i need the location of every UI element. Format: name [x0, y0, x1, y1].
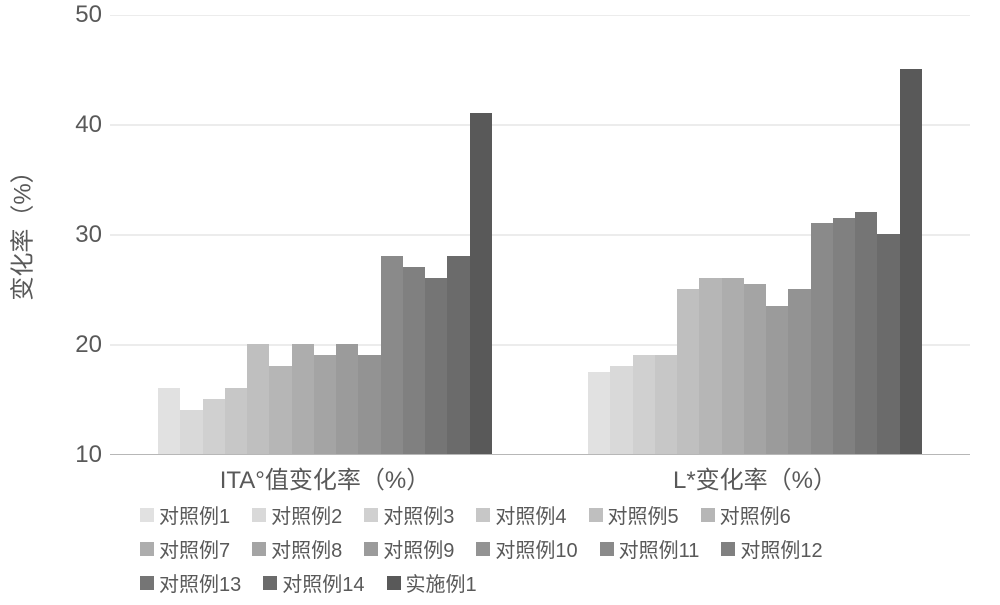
legend-item: 对照例4: [476, 500, 566, 529]
legend-swatch: [140, 508, 154, 522]
legend-item: 对照例13: [140, 568, 241, 597]
legend-item: 对照例7: [140, 534, 230, 563]
legend-label: 对照例5: [608, 500, 679, 529]
legend-swatch: [476, 542, 490, 556]
legend-swatch: [387, 576, 401, 590]
legend-swatch: [252, 542, 266, 556]
plot-area: [110, 15, 970, 455]
legend-item: 对照例1: [140, 500, 230, 529]
bar: [292, 344, 314, 454]
bar: [699, 278, 721, 454]
legend-label: 对照例12: [740, 534, 822, 563]
bar: [610, 366, 632, 454]
bar: [744, 284, 766, 455]
bar: [425, 278, 447, 454]
bar: [655, 355, 677, 454]
legend-label: 对照例4: [495, 500, 566, 529]
legend-swatch: [701, 508, 715, 522]
bar: [203, 399, 225, 454]
legend-label: 对照例3: [383, 500, 454, 529]
legend-swatch: [252, 508, 266, 522]
x-category-label: L*变化率（%）: [673, 460, 837, 495]
legend-swatch: [364, 542, 378, 556]
legend-item: 对照例6: [701, 500, 791, 529]
y-tick-label: 40: [12, 111, 102, 139]
bar: [158, 388, 180, 454]
legend-item: 对照例14: [263, 568, 364, 597]
legend-label: 对照例11: [619, 534, 700, 563]
legend-label: 对照例2: [271, 500, 342, 529]
bar-chart: 变化率（%） 1020304050 ITA°值变化率（%）L*变化率（%） 对照…: [0, 0, 1000, 605]
bar: [247, 344, 269, 454]
y-tick-label: 10: [12, 441, 102, 469]
legend-item: 对照例11: [600, 534, 700, 563]
bar: [314, 355, 336, 454]
bar: [722, 278, 744, 454]
legend-item: 对照例12: [721, 534, 822, 563]
legend-label: 对照例10: [495, 534, 577, 563]
legend-label: 对照例8: [271, 534, 342, 563]
legend-swatch: [364, 508, 378, 522]
legend-label: 对照例14: [282, 568, 364, 597]
bar: [766, 306, 788, 455]
bar: [588, 372, 610, 455]
legend-label: 对照例9: [383, 534, 454, 563]
bar: [811, 223, 833, 454]
bar: [633, 355, 655, 454]
legend: 对照例1 对照例2 对照例3 对照例4 对照例5 对照例6 对照例7 对照例8 对照例9 对照例1…: [140, 500, 870, 597]
bar: [447, 256, 469, 454]
legend-label: 对照例13: [159, 568, 241, 597]
legend-swatch: [721, 542, 735, 556]
bar: [833, 218, 855, 455]
legend-swatch: [600, 542, 614, 556]
bar: [180, 410, 202, 454]
legend-item: 实施例1: [387, 568, 477, 597]
legend-label: 对照例6: [720, 500, 791, 529]
legend-item: 对照例5: [589, 500, 679, 529]
legend-swatch: [263, 576, 277, 590]
y-tick-label: 50: [12, 1, 102, 29]
y-tick-label: 20: [12, 331, 102, 359]
bar: [470, 113, 492, 454]
legend-item: 对照例2: [252, 500, 342, 529]
bar: [877, 234, 899, 454]
bar: [788, 289, 810, 454]
bars-layer: [110, 15, 970, 454]
bar: [225, 388, 247, 454]
x-category-label: ITA°值变化率（%）: [220, 460, 431, 495]
bar: [269, 366, 291, 454]
legend-swatch: [140, 576, 154, 590]
bar: [358, 355, 380, 454]
legend-item: 对照例3: [364, 500, 454, 529]
legend-swatch: [140, 542, 154, 556]
bar: [677, 289, 699, 454]
legend-item: 对照例10: [476, 534, 577, 563]
legend-item: 对照例8: [252, 534, 342, 563]
legend-label: 对照例7: [159, 534, 230, 563]
legend-label: 对照例1: [159, 500, 230, 529]
bar: [900, 69, 922, 454]
legend-swatch: [589, 508, 603, 522]
legend-swatch: [476, 508, 490, 522]
bar: [855, 212, 877, 454]
bar: [381, 256, 403, 454]
bar: [403, 267, 425, 454]
legend-label: 实施例1: [406, 568, 477, 597]
bar: [336, 344, 358, 454]
legend-item: 对照例9: [364, 534, 454, 563]
y-tick-label: 30: [12, 221, 102, 249]
